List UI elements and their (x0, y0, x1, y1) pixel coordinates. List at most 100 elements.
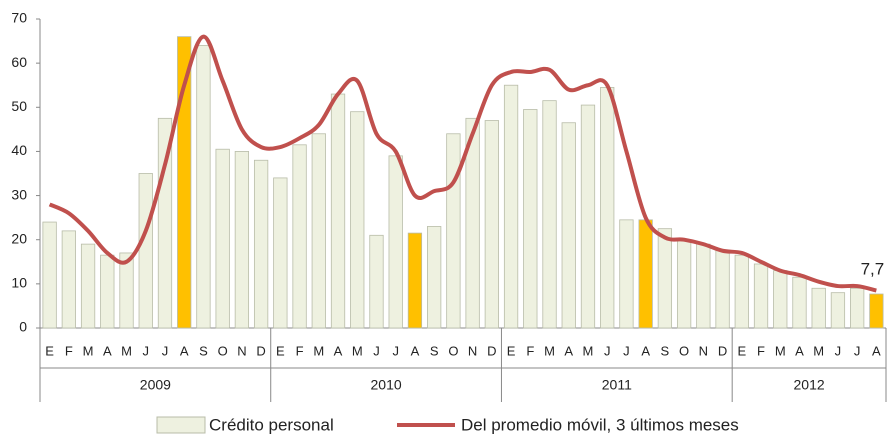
x-tick-label: E (276, 343, 285, 358)
bar (273, 177, 288, 329)
x-tick-label: J (143, 343, 150, 358)
bar (234, 151, 250, 329)
bar (619, 219, 634, 329)
x-tick-label: N (699, 343, 708, 358)
bar (253, 159, 269, 329)
bar (177, 36, 192, 329)
bar (42, 221, 57, 329)
y-tick-label: 50 (11, 98, 27, 114)
y-tick-label: 0 (19, 319, 27, 335)
bar (561, 122, 576, 329)
x-tick-label: A (795, 343, 804, 358)
x-tick-label: A (411, 343, 420, 358)
y-tick-label: 70 (11, 10, 27, 26)
bar (350, 111, 365, 329)
line (48, 34, 877, 293)
bar (503, 84, 519, 329)
x-tick-label: M (352, 343, 363, 358)
bar (80, 243, 96, 329)
x-tick-label: M (775, 343, 786, 358)
bar (734, 254, 749, 329)
bar (811, 287, 826, 329)
bar (696, 243, 711, 329)
bar (427, 226, 442, 329)
x-tick-label: E (507, 343, 516, 358)
legend-label: Crédito personal (209, 415, 334, 434)
x-tick-label: O (679, 343, 689, 358)
x-tick-label: O (448, 343, 458, 358)
x-tick-label: D (718, 343, 727, 358)
x-tick-label: J (623, 343, 630, 358)
year-label: 2011 (602, 377, 632, 393)
x-tick-label: A (334, 343, 343, 358)
bar (311, 133, 326, 329)
bar (138, 173, 153, 329)
x-tick-label: M (83, 343, 94, 358)
bar (580, 104, 596, 329)
bar (196, 45, 211, 329)
bar (446, 133, 461, 329)
year-label: 2012 (794, 377, 825, 393)
x-tick-label: F (526, 343, 534, 358)
x-tick-label: M (544, 343, 555, 358)
bar (869, 293, 884, 329)
bar (407, 232, 423, 329)
bar (638, 219, 653, 329)
x-tick-label: O (218, 343, 228, 358)
x-tick-label: M (313, 343, 324, 358)
x-tick-label: D (256, 343, 265, 358)
bar (542, 100, 557, 329)
x-tick-label: A (641, 343, 650, 358)
x-tick-label: M (813, 343, 824, 358)
bar (330, 93, 346, 329)
bar (61, 230, 76, 329)
x-tick-label: J (373, 343, 380, 358)
x-tick-label: N (468, 343, 477, 358)
x-tick-label: A (564, 343, 573, 358)
bar (292, 144, 307, 329)
x-tick-label: F (757, 343, 765, 358)
y-tick-label: 60 (11, 54, 27, 70)
x-tick-label: J (854, 343, 861, 358)
bar (369, 234, 384, 329)
bar (388, 155, 403, 329)
x-tick-label: F (296, 343, 304, 358)
x-tick-label: M (121, 343, 132, 358)
y-tick-label: 30 (11, 186, 27, 202)
legend-label: Del promedio móvil, 3 últimos meses (461, 415, 739, 434)
x-tick-label: S (430, 343, 439, 358)
bar (100, 254, 115, 329)
y-tick-label: 40 (11, 142, 27, 158)
bar (676, 239, 692, 329)
year-label: 2009 (140, 377, 171, 393)
y-tick-label: 10 (11, 275, 27, 291)
bar (657, 228, 673, 329)
x-tick-label: D (487, 343, 496, 358)
x-tick-label: J (835, 343, 842, 358)
bar (215, 148, 230, 329)
x-tick-label: J (604, 343, 611, 358)
bar (465, 117, 480, 329)
x-tick-label: A (103, 343, 112, 358)
bar (850, 287, 865, 329)
x-tick-label: F (65, 343, 73, 358)
x-tick-label: M (583, 343, 594, 358)
x-tick-label: E (737, 343, 746, 358)
x-tick-label: S (199, 343, 208, 358)
bar (792, 276, 807, 329)
bar (773, 270, 788, 329)
year-label: 2010 (371, 377, 402, 393)
bar (600, 87, 615, 329)
x-tick-label: S (661, 343, 670, 358)
x-tick-label: J (162, 343, 169, 358)
x-tick-label: N (237, 343, 246, 358)
x-tick-label: A (180, 343, 189, 358)
legend-swatch (156, 416, 206, 434)
x-tick-label: J (392, 343, 399, 358)
bar (715, 250, 730, 329)
data-label: 7,7 (861, 259, 885, 278)
x-tick-label: A (872, 343, 881, 358)
bar (119, 252, 134, 329)
bar (523, 109, 538, 329)
